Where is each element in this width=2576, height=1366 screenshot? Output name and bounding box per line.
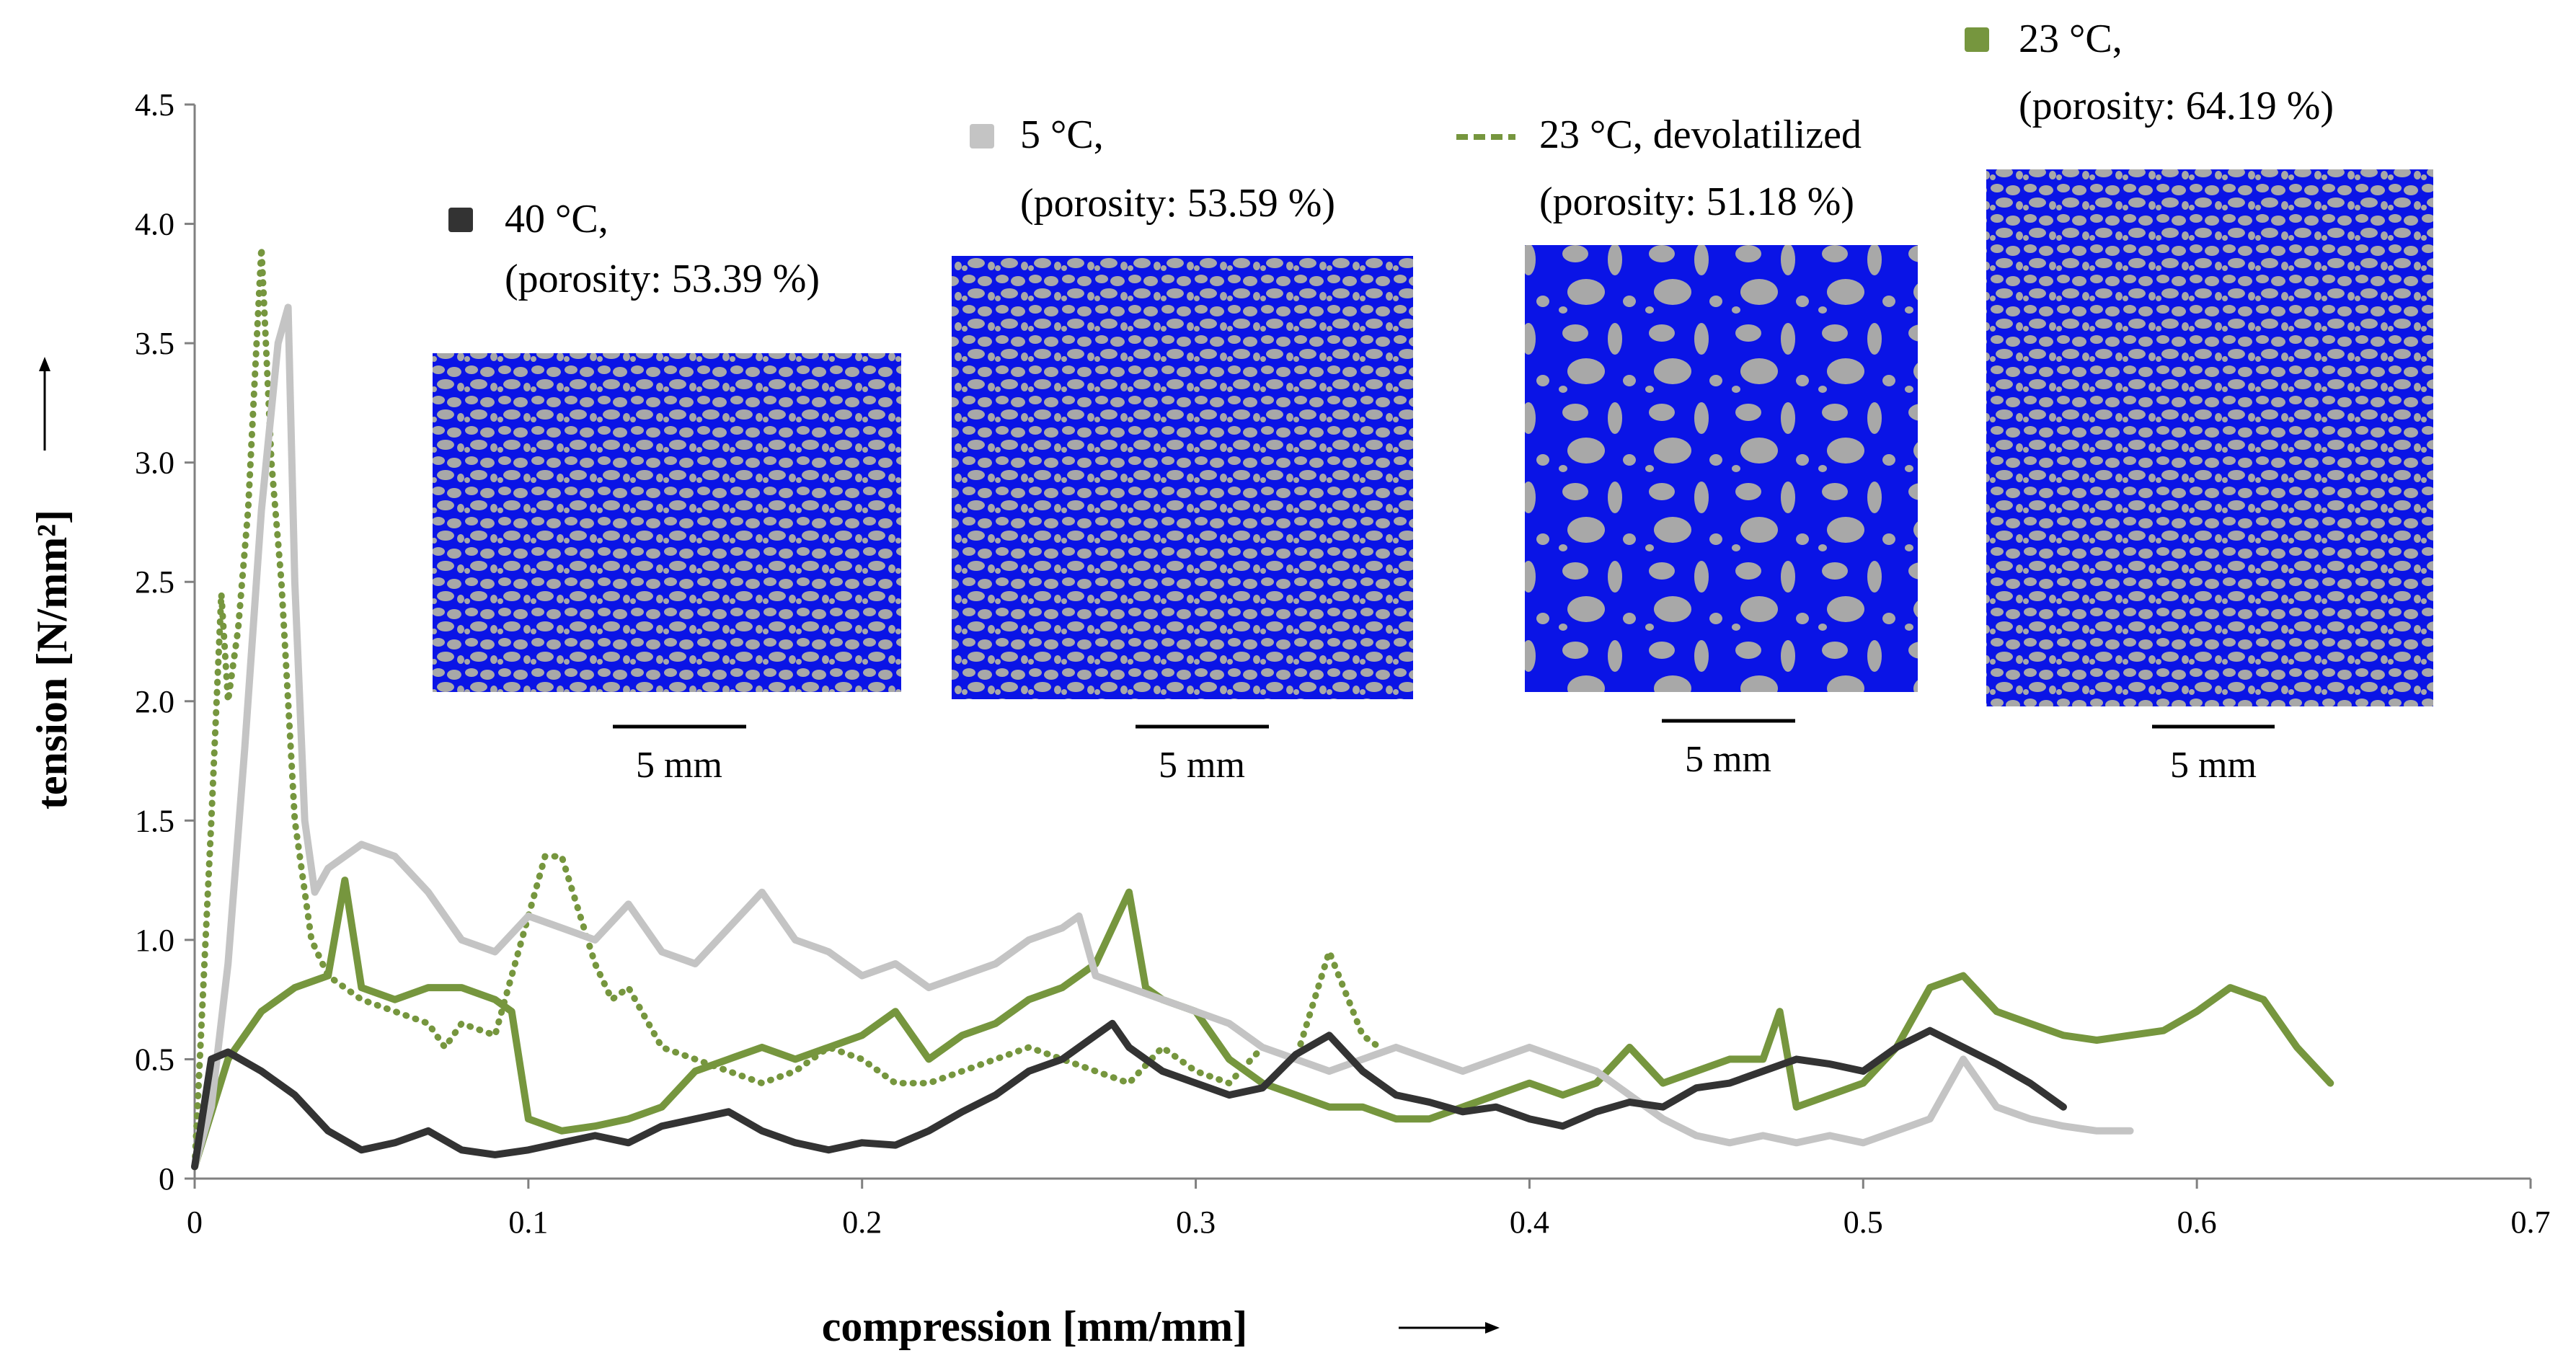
legend-label-23c: 23 °C, <box>2019 17 2123 61</box>
y-axis-arrow <box>39 357 50 451</box>
y-tick-label: 2.5 <box>135 564 174 600</box>
scale-bars: 5 mm 5 mm 5 mm 5 mm <box>613 719 2275 786</box>
x-ticks: 0 0.1 0.2 0.3 0.4 0.5 0.6 0.7 <box>187 1179 2551 1240</box>
legend-marker-40c <box>448 208 473 232</box>
y-axis-title: tension [N/mm²] <box>28 510 76 810</box>
x-tick-label: 0.4 <box>1510 1205 1549 1240</box>
scale-bar-23c-label: 5 mm <box>2170 745 2257 786</box>
axes: 00.51.01.52.02.53.03.54.04.5 0 0.1 0.2 0.3 0… <box>135 87 2551 1240</box>
y-tick-label: 0 <box>159 1161 174 1197</box>
specimen-images <box>433 169 2433 706</box>
x-tick-label: 0.3 <box>1176 1205 1216 1240</box>
x-tick-label: 0.5 <box>1844 1205 1883 1240</box>
specimen-5c-image <box>952 256 1413 699</box>
specimen-40c-image <box>433 353 901 692</box>
specimen-23c-image <box>1986 169 2433 706</box>
y-tick-label: 4.0 <box>135 207 174 242</box>
legend-entry-5c: 5 °C, (porosity: 53.59 %) <box>970 112 1335 226</box>
x-tick-label: 0 <box>187 1205 203 1240</box>
legend-entry-40c: 40 °C, (porosity: 53.39 %) <box>448 197 820 301</box>
plot-lines <box>191 244 2334 1171</box>
legend-marker-23c <box>1965 27 1989 52</box>
x-tick-label: 0.6 <box>2177 1205 2217 1240</box>
x-tick-label: 0.7 <box>2511 1205 2551 1240</box>
legend-marker-5c <box>970 124 994 148</box>
x-axis-arrow <box>1399 1322 1500 1334</box>
y-tick-label: 3.5 <box>135 326 174 361</box>
y-tick-label: 2.0 <box>135 684 174 719</box>
scale-bar-23c-devolatilized-label: 5 mm <box>1685 739 1771 780</box>
y-tick-label: 1.0 <box>135 923 174 958</box>
legend-porosity-23c: (porosity: 64.19 %) <box>2019 84 2334 128</box>
legend-label-23c-devolatilized: 23 °C, devolatilized <box>1539 112 1862 157</box>
legend-entry-23c: 23 °C, (porosity: 64.19 %) <box>1965 17 2334 128</box>
legend: 40 °C, (porosity: 53.39 %) 5 °C, (porosi… <box>448 17 2334 301</box>
specimen-23c-devolatilized-image <box>1525 245 1918 692</box>
y-tick-label: 3.0 <box>135 445 174 481</box>
legend-porosity-40c: (porosity: 53.39 %) <box>505 257 820 301</box>
x-axis-title: compression [mm/mm] <box>822 1303 1247 1350</box>
legend-entry-23c-devolatilized: 23 °C, devolatilized (porosity: 51.18 %) <box>1456 112 1862 224</box>
x-tick-label: 0.2 <box>842 1205 882 1240</box>
legend-label-40c: 40 °C, <box>505 197 608 241</box>
series-line-c40 <box>191 1019 2067 1171</box>
legend-porosity-5c: (porosity: 53.59 %) <box>1020 181 1335 226</box>
legend-label-5c: 5 °C, <box>1020 112 1104 157</box>
y-tick-label: 0.5 <box>135 1042 174 1077</box>
y-ticks: 0 0.5 1.0 1.5 2.0 2.5 3.0 3.5 4.0 4.5 <box>135 87 195 1197</box>
y-tick-label: 4.5 <box>135 87 174 123</box>
scale-bar-40c-label: 5 mm <box>636 745 722 786</box>
series-line-c23 <box>191 877 2334 1171</box>
x-tick-label: 0.1 <box>508 1205 548 1240</box>
scale-bar-5c-label: 5 mm <box>1159 745 1245 786</box>
series-line-c5 <box>191 303 2134 1171</box>
series-line-c23dev <box>191 244 1383 1170</box>
legend-porosity-23c-devolatilized: (porosity: 51.18 %) <box>1539 179 1854 224</box>
y-tick-label: 1.5 <box>135 803 174 838</box>
